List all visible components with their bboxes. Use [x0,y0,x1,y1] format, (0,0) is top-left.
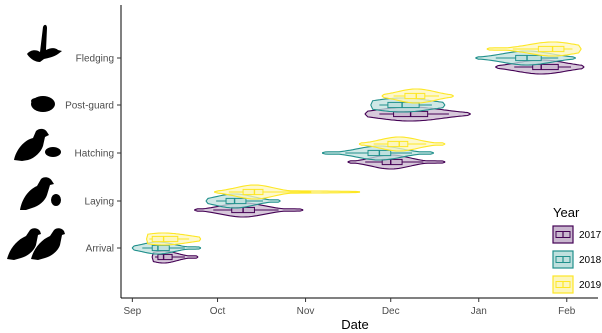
box-2019-post-guard [404,92,426,100]
x-tick-label: Feb [558,306,576,317]
legend-label-2019: 2019 [579,280,602,291]
plot-panel [131,41,585,264]
guarded-egg-icon [31,96,55,112]
box-2018-arrival [151,244,170,252]
x-tick-label: Nov [297,306,315,317]
bird-with-egg-icon [20,177,61,210]
box-2018-laying [225,197,247,205]
bird-with-chick-icon [14,128,61,161]
x-tick-label: Sep [123,306,141,317]
box-2019-arrival [151,235,179,243]
legend-label-2018: 2018 [579,255,602,266]
box-2018-fledging [515,54,542,62]
box-2019-laying [242,188,264,196]
x-axis: Sep Oct Nov Dec Jan Feb [123,298,576,317]
y-tick-label: Hatching [75,149,114,160]
y-tick-label: Fledging [76,54,114,65]
x-tick-label: Dec [382,306,400,317]
box-2019-hatching [387,140,409,148]
box-2019-fledging [537,45,565,53]
legend-title: Year [553,205,580,220]
legend: Year 2017 2018 2019 [552,205,602,294]
box-2017-fledging [532,63,559,71]
y-tick-label: Post-guard [65,101,114,112]
y-axis: Arrival Laying Hatching Post-guard Fledging [65,54,121,255]
flying-bird-icon [27,24,62,62]
stage-icons [7,24,65,260]
x-tick-label: Jan [471,306,487,317]
legend-label-2017: 2017 [579,230,602,241]
bird-pair-icon [7,228,65,260]
y-tick-label: Laying [85,197,114,208]
x-tick-label: Oct [210,306,226,317]
box-2018-post-guard [387,101,420,109]
y-tick-label: Arrival [86,244,114,255]
box-2017-arrival [157,253,173,261]
x-axis-title: Date [341,317,368,332]
